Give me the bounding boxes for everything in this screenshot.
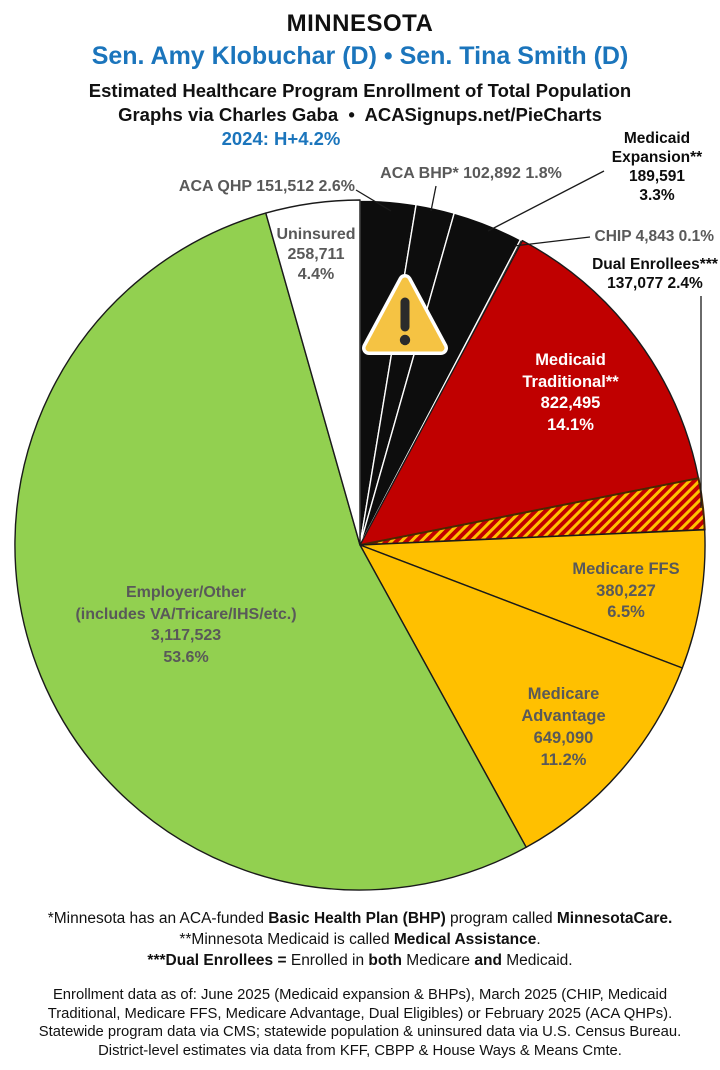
warning-icon (362, 274, 448, 355)
label-aca-qhp: ACA QHP 151,512 2.6% (178, 178, 355, 195)
footnote-line: **Minnesota Medicaid is called Medical A… (179, 931, 541, 948)
label-aca-bhp: ACA BHP* 102,892 1.8% (380, 165, 562, 182)
senators-line: Sen. Amy Klobuchar (D) • Sen. Tina Smith… (91, 42, 629, 70)
pie-slice-medicaid-traditional (359, 239, 700, 546)
leader-lines (355, 170, 702, 508)
subtitle-line1: Estimated Healthcare Program Enrollment … (88, 80, 632, 101)
pie-slices (14, 199, 706, 891)
leader-line-aca-qhp (355, 189, 392, 212)
state-title: MINNESOTA (286, 10, 434, 37)
footnotes: *Minnesota has an ACA-funded Basic Healt… (0, 908, 720, 971)
leader-line-aca-bhp (430, 185, 437, 212)
partisan-lean: 2024: H+4.2% (221, 128, 341, 149)
subtitle-line2: Graphs via Charles Gaba • ACASignups.net… (118, 104, 602, 125)
label-medicare-ffs: Medicare FFS 380,227 6.5% (572, 560, 680, 621)
pie-slice-medicare-ffs (359, 529, 706, 669)
label-medicare-advantage: Medicare Advantage 649,090 11.2% (521, 685, 606, 769)
pie-slice-employer-other (14, 212, 527, 891)
label-uninsured: Uninsured 258,711 4.4% (276, 226, 356, 283)
label-medicaid-traditional: Medicaid Traditional** 822,495 14.1% (522, 351, 619, 434)
footnote-line: *Minnesota has an ACA-funded Basic Healt… (47, 910, 673, 927)
pie-slice-medicare-advantage (359, 544, 683, 848)
label-medicaid-expansion: Medicaid Expansion** 189,591 3.3% (611, 130, 703, 204)
leader-line-chip (513, 236, 591, 247)
label-dual-enrollees: Dual Enrollees*** 137,077 2.4% (592, 256, 718, 292)
pie-slice-uninsured (265, 199, 361, 546)
footnote-line: ***Dual Enrollees = Enrolled in both Med… (147, 952, 573, 969)
label-employer-other: Employer/Other (includes VA/Tricare/IHS/e… (75, 584, 297, 666)
source-note: Enrollment data as of: June 2025 (Medica… (38, 987, 682, 1059)
leader-line-medicaid-expansion (487, 170, 605, 232)
label-chip: CHIP 4,843 0.1% (594, 228, 714, 245)
